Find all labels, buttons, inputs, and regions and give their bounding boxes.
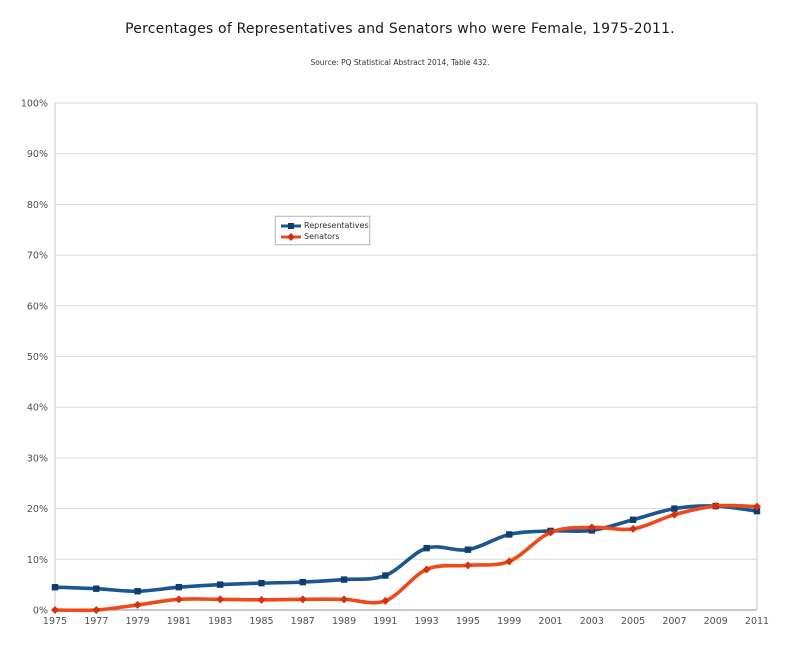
data-point-representatives (464, 546, 472, 553)
y-tick-label: 90% (27, 149, 48, 160)
senators-line-swatch-icon (281, 232, 301, 241)
y-tick-label: 100% (21, 99, 48, 110)
data-point-senators (753, 502, 761, 511)
legend-item-senators: Senators (280, 231, 369, 242)
y-tick-label: 0% (33, 606, 48, 617)
data-point-representatives (382, 572, 389, 579)
data-point-representatives (340, 576, 348, 583)
x-tick-label: 1975 (43, 616, 67, 627)
y-tick-label: 80% (27, 200, 48, 211)
data-point-senators (546, 528, 555, 537)
data-point-representatives (134, 588, 141, 595)
data-point-representatives (629, 516, 637, 523)
x-tick-label: 2005 (621, 616, 645, 627)
data-point-senators (463, 561, 472, 570)
data-point-representatives (299, 578, 306, 586)
data-point-senators (587, 523, 596, 532)
data-point-senators (505, 557, 514, 566)
y-tick-label: 40% (27, 403, 48, 414)
chart-source-note: Source: PQ Statistical Abstract 2014, Ta… (310, 58, 490, 67)
y-tick-label: 60% (27, 301, 48, 312)
data-point-senators (340, 595, 349, 604)
representatives-line-swatch-icon (281, 222, 301, 229)
data-point-representatives (216, 581, 224, 588)
x-tick-label: 2009 (704, 616, 728, 627)
data-point-senators (298, 595, 307, 604)
data-point-representatives (175, 583, 183, 591)
x-tick-label: 1995 (456, 616, 480, 627)
data-point-representatives (753, 507, 761, 515)
data-point-senators (629, 524, 638, 533)
series-line-representatives (53, 504, 759, 594)
y-tick-label: 30% (27, 453, 48, 464)
data-point-senators (133, 600, 142, 609)
chart-title: Percentages of Representatives and Senat… (125, 21, 675, 37)
x-tick-label: 1999 (497, 616, 521, 627)
x-tick-label: 2011 (745, 616, 769, 627)
data-point-senators (422, 565, 431, 574)
legend-label-senators: Senators (304, 232, 340, 241)
x-tick-label: 1993 (415, 616, 439, 627)
x-tick-label: 1983 (208, 616, 232, 627)
series-line-senators (53, 503, 759, 613)
x-tick-label: 1987 (291, 616, 315, 627)
x-tick-label: 2007 (662, 616, 686, 627)
legend-box: Representatives Senators (275, 216, 370, 245)
data-point-representatives (671, 505, 678, 512)
y-tick-label: 50% (27, 352, 48, 363)
x-tick-label: 1977 (84, 616, 108, 627)
data-point-senators (381, 596, 390, 605)
data-point-representatives (506, 531, 513, 538)
data-point-senators (51, 606, 59, 614)
x-tick-label: 2001 (538, 616, 562, 627)
data-point-senators (92, 606, 101, 614)
data-point-representatives (258, 579, 265, 587)
data-point-senators (711, 502, 720, 511)
data-point-senators (216, 595, 225, 604)
y-tick-label: 10% (27, 555, 48, 566)
data-point-senators (257, 595, 266, 604)
y-tick-label: 20% (27, 504, 48, 515)
legend-item-representatives: Representatives (280, 220, 369, 231)
x-tick-label: 1991 (373, 616, 397, 627)
y-tick-label: 70% (27, 251, 48, 262)
data-point-representatives (93, 585, 100, 592)
x-tick-label: 1979 (125, 616, 149, 627)
data-point-representatives (423, 544, 430, 552)
x-tick-label: 2003 (580, 616, 604, 627)
data-point-senators (174, 595, 183, 604)
data-point-senators (670, 510, 679, 519)
x-tick-label: 1981 (167, 616, 191, 627)
data-point-representatives (51, 583, 59, 591)
x-tick-label: 1985 (249, 616, 273, 627)
x-tick-label: 1989 (332, 616, 356, 627)
legend-label-representatives: Representatives (304, 221, 369, 230)
